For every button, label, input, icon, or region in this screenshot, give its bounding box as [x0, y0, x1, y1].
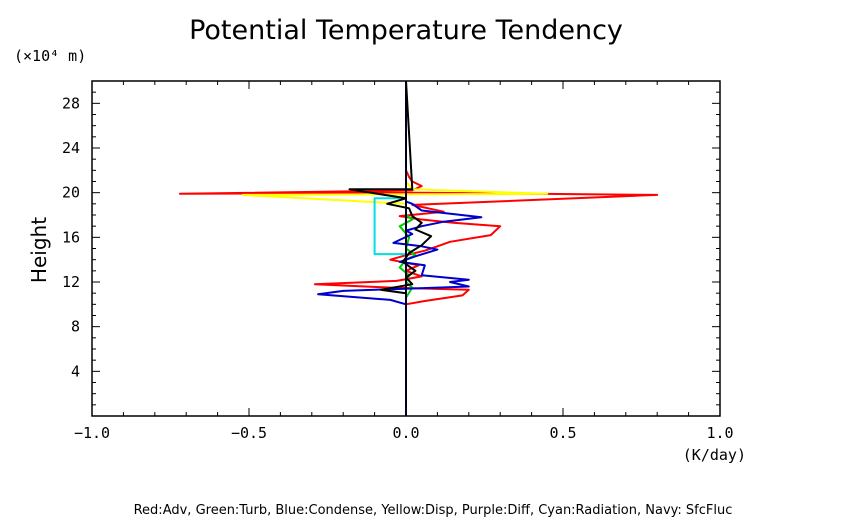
- x-tick-label: −0.5: [231, 424, 267, 442]
- x-axis-unit: (K/day): [683, 446, 746, 464]
- y-axis-label: Height: [27, 217, 51, 283]
- y-tick-label: 16: [62, 228, 80, 246]
- y-tick-label: 20: [62, 184, 80, 202]
- x-tick-label: 1.0: [706, 424, 733, 442]
- y-tick-label: 4: [71, 362, 80, 380]
- x-tick-label: 0.5: [549, 424, 576, 442]
- chart-title: Potential Temperature Tendency: [189, 15, 623, 46]
- y-tick-label: 24: [62, 139, 80, 157]
- x-tick-label: −1.0: [74, 424, 110, 442]
- y-axis-unit: (×10⁴ m): [14, 47, 86, 65]
- y-tick-label: 12: [62, 273, 80, 291]
- y-tick-label: 28: [62, 94, 80, 112]
- series-line-adv: [178, 81, 659, 416]
- series-line-disp: [241, 81, 549, 205]
- series-line-radiation: [373, 197, 406, 256]
- series-line-condense: [317, 81, 483, 416]
- plot-area: −1.0 −0.5 0.0 0.5 1.0 4 8 12 16 20 24 28: [62, 80, 734, 442]
- series-line-profile-7: [348, 80, 433, 295]
- legend-text: Red:Adv, Green:Turb, Blue:Condense, Yell…: [134, 503, 733, 518]
- y-tick-label: 8: [71, 318, 80, 336]
- x-tick-label: 0.0: [392, 424, 419, 442]
